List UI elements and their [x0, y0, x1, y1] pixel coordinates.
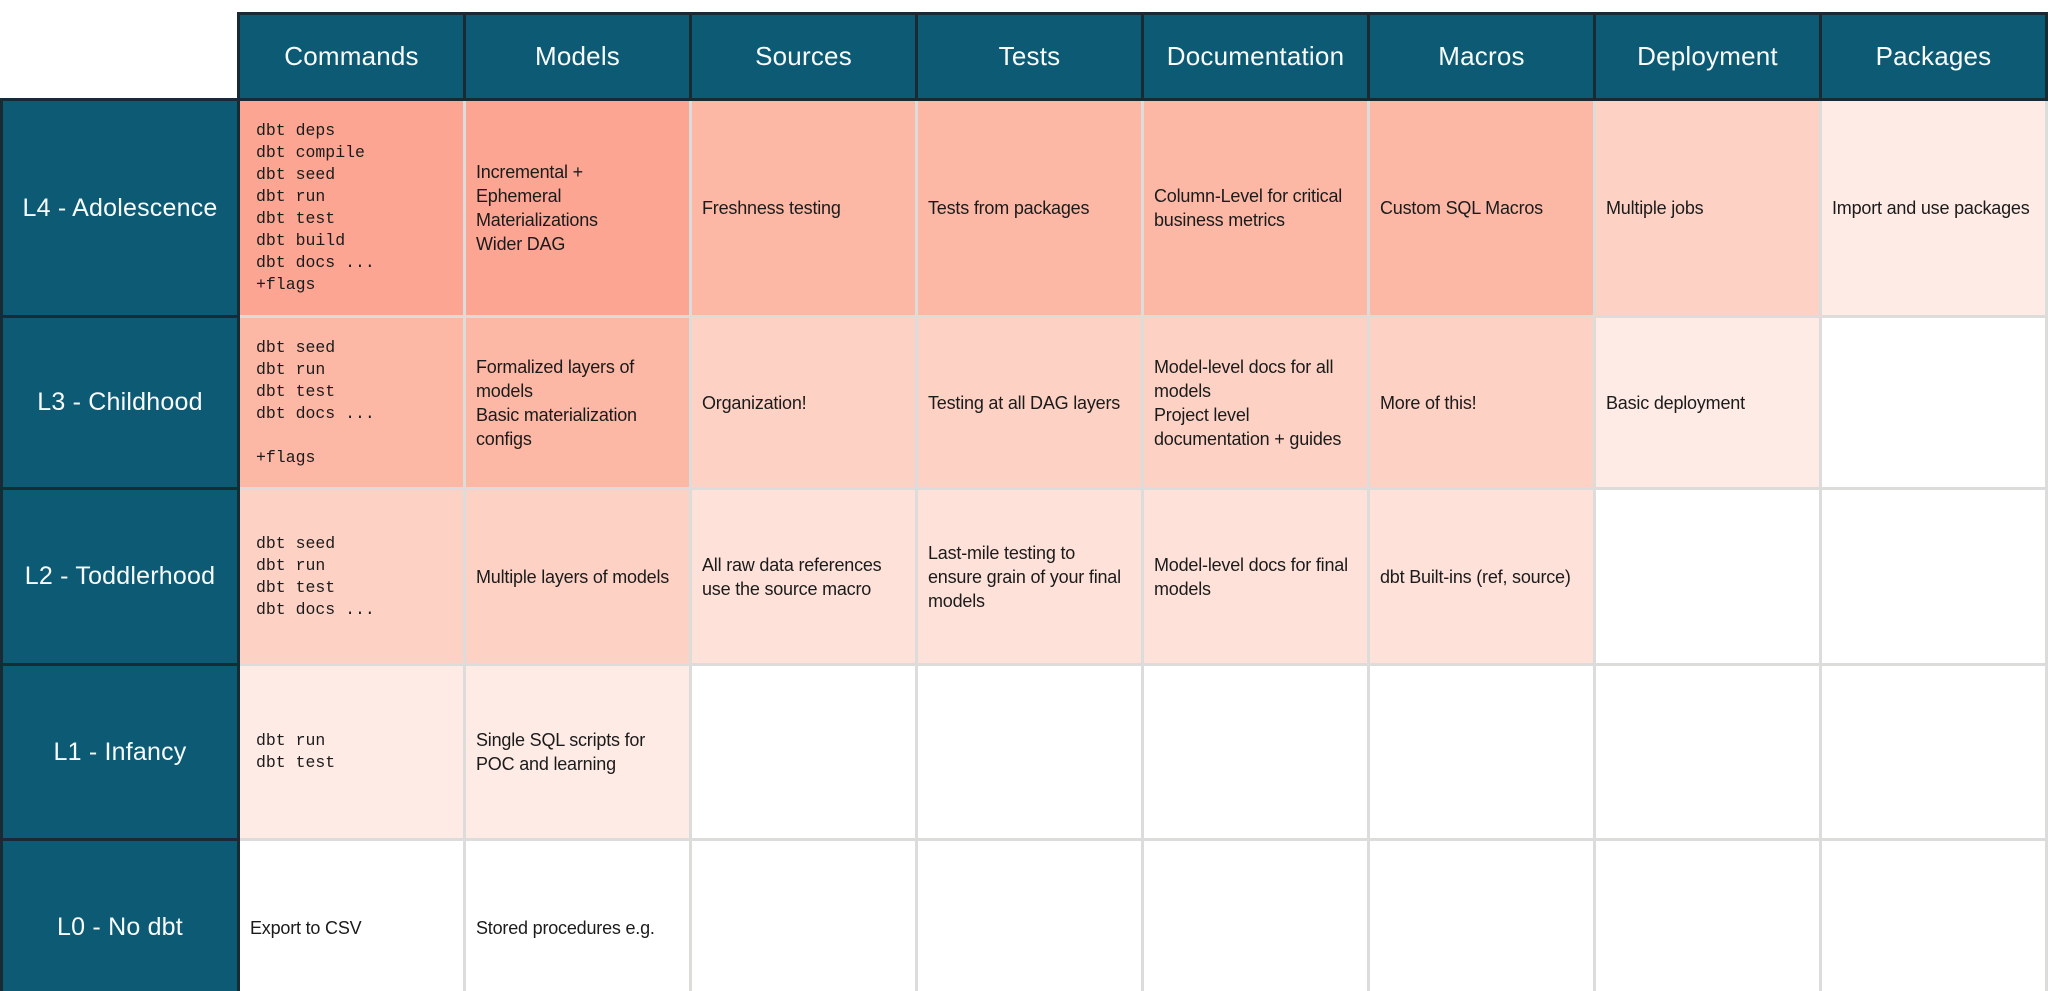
table-row: L0 - No dbt Export to CSV Stored procedure…	[0, 838, 2048, 991]
row-header-l4: L4 - Adolescence	[0, 98, 240, 318]
column-header-sources: Sources	[689, 12, 918, 101]
table-row: L1 - Infancy dbt run dbt test Single SQL s…	[0, 663, 2048, 841]
column-header-macros: Macros	[1367, 12, 1596, 101]
row-header-l3: L3 - Childhood	[0, 315, 240, 490]
table-body: L4 - Adolescence dbt deps dbt compile dbt…	[0, 98, 2048, 991]
maturity-table: Commands Models Sources Tests Documentat…	[0, 12, 2048, 991]
cell-documentation-l0	[1141, 838, 1370, 991]
row-header-l1: L1 - Infancy	[0, 663, 240, 841]
cell-documentation-l4: Column-Level for critical business metri…	[1141, 98, 1370, 318]
cell-documentation-l2: Model-level docs for final models	[1141, 487, 1370, 666]
cell-sources-l1	[689, 663, 918, 841]
cell-packages-l4: Import and use packages	[1819, 98, 2048, 318]
cell-deployment-l2	[1593, 487, 1822, 666]
cell-packages-l0	[1819, 838, 2048, 991]
cell-commands-l2: dbt seed dbt run dbt test dbt docs ...	[237, 487, 466, 666]
column-header-documentation: Documentation	[1141, 12, 1370, 101]
cell-macros-l0	[1367, 838, 1596, 991]
cell-tests-l2: Last-mile testing to ensure grain of you…	[915, 487, 1144, 666]
cell-tests-l4: Tests from packages	[915, 98, 1144, 318]
cell-sources-l4: Freshness testing	[689, 98, 918, 318]
cell-packages-l1	[1819, 663, 2048, 841]
cell-commands-l1: dbt run dbt test	[237, 663, 466, 841]
table-header-row: Commands Models Sources Tests Documentat…	[1, 12, 2048, 101]
table-row: L4 - Adolescence dbt deps dbt compile dbt…	[0, 98, 2048, 318]
table-row: L2 - Toddlerhood dbt seed dbt run dbt tes…	[0, 487, 2048, 666]
cell-models-l1: Single SQL scripts for POC and learning	[463, 663, 692, 841]
column-header-models: Models	[463, 12, 692, 101]
column-header-tests: Tests	[915, 12, 1144, 101]
cell-models-l2: Multiple layers of models	[463, 487, 692, 666]
cell-documentation-l1	[1141, 663, 1370, 841]
cell-tests-l3: Testing at all DAG layers	[915, 315, 1144, 490]
cell-commands-l0: Export to CSV	[237, 838, 466, 991]
cell-macros-l4: Custom SQL Macros	[1367, 98, 1596, 318]
cell-deployment-l3: Basic deployment	[1593, 315, 1822, 490]
cell-macros-l2: dbt Built-ins (ref, source)	[1367, 487, 1596, 666]
cell-documentation-l3: Model-level docs for all models Project …	[1141, 315, 1370, 490]
column-header-packages: Packages	[1819, 12, 2048, 101]
cell-models-l3: Formalized layers of models Basic materi…	[463, 315, 692, 490]
row-header-l2: L2 - Toddlerhood	[0, 487, 240, 666]
table-row: L3 - Childhood dbt seed dbt run dbt test …	[0, 315, 2048, 490]
cell-commands-l3: dbt seed dbt run dbt test dbt docs ... +…	[237, 315, 466, 490]
cell-deployment-l1	[1593, 663, 1822, 841]
cell-packages-l2	[1819, 487, 2048, 666]
cell-deployment-l0	[1593, 838, 1822, 991]
cell-tests-l1	[915, 663, 1144, 841]
corner-cell	[1, 13, 239, 100]
row-header-l0: L0 - No dbt	[0, 838, 240, 991]
cell-sources-l3: Organization!	[689, 315, 918, 490]
cell-commands-l4: dbt deps dbt compile dbt seed dbt run db…	[237, 98, 466, 318]
cell-deployment-l4: Multiple jobs	[1593, 98, 1822, 318]
cell-models-l4: Incremental + Ephemeral Materializations…	[463, 98, 692, 318]
cell-macros-l1	[1367, 663, 1596, 841]
cell-sources-l2: All raw data references use the source m…	[689, 487, 918, 666]
cell-tests-l0	[915, 838, 1144, 991]
cell-sources-l0	[689, 838, 918, 991]
column-header-deployment: Deployment	[1593, 12, 1822, 101]
cell-models-l0: Stored procedures e.g.	[463, 838, 692, 991]
cell-macros-l3: More of this!	[1367, 315, 1596, 490]
cell-packages-l3	[1819, 315, 2048, 490]
column-header-commands: Commands	[237, 12, 466, 101]
